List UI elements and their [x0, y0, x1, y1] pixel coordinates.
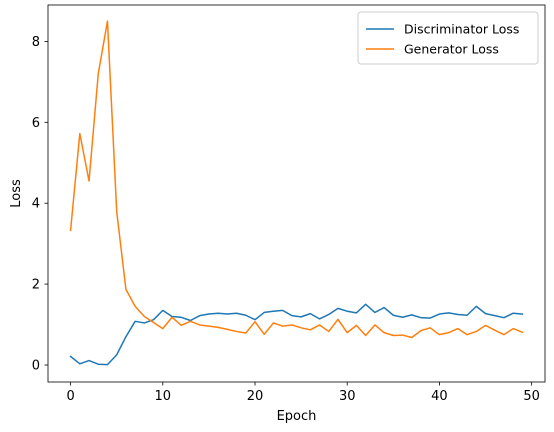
y-tick-label: 8 [32, 35, 40, 50]
x-tick-label: 40 [431, 389, 448, 404]
x-axis-label: Epoch [277, 409, 317, 424]
legend-label-discriminator-loss: Discriminator Loss [404, 22, 519, 37]
plot-frame [47, 4, 546, 383]
plot-lines [69, 20, 524, 366]
y-tick-label: 0 [32, 359, 40, 374]
y-tick-label: 6 [32, 116, 40, 131]
legend-box [357, 11, 539, 65]
y-axis-label: Loss [9, 179, 24, 208]
legend-label-generator-loss: Generator Loss [404, 42, 499, 57]
y-tick-label: 4 [32, 197, 40, 212]
y-tick-label: 2 [32, 278, 40, 293]
y-axis-ticks: 0 2 4 6 8 [32, 35, 48, 374]
series-line-generator-loss [69, 20, 524, 339]
x-tick-label: 50 [523, 389, 540, 404]
x-tick-label: 10 [155, 389, 172, 404]
x-tick-label: 0 [66, 389, 74, 404]
x-axis-ticks: 0 10 20 30 40 50 [66, 382, 540, 404]
series-line-discriminator-loss [69, 303, 524, 366]
x-tick-label: 30 [339, 389, 356, 404]
legend: Discriminator Loss Generator Loss [357, 11, 539, 65]
x-tick-label: 20 [247, 389, 264, 404]
